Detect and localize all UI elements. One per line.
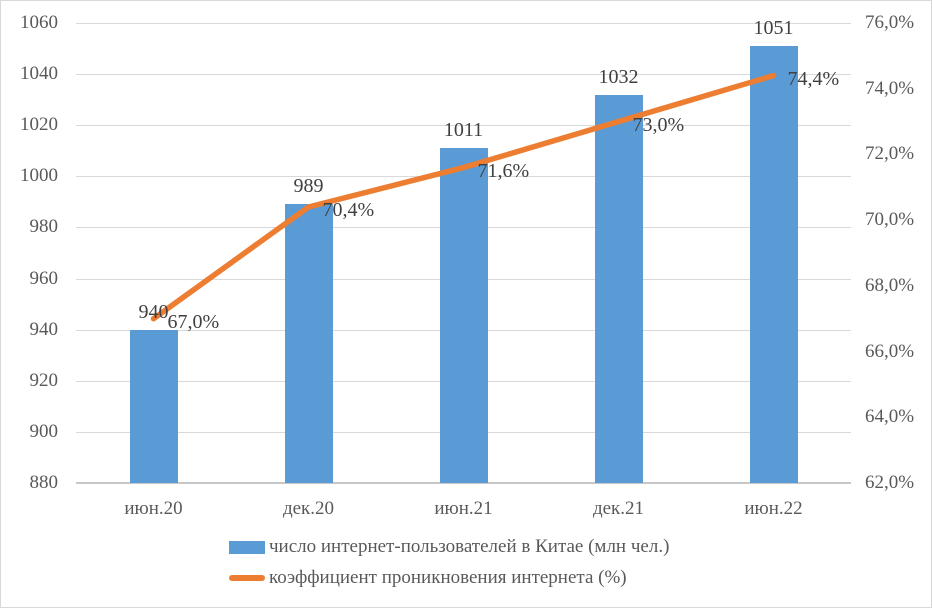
bar[interactable] — [749, 46, 798, 483]
x-axis-label: дек.21 — [592, 498, 645, 519]
gridline — [76, 23, 851, 24]
x-axis-label: дек.20 — [282, 498, 335, 519]
right-axis-tick-label: 70,0% — [865, 209, 915, 231]
line-point-label: 71,6% — [477, 159, 530, 182]
left-axis-tick-label: 940 — [29, 318, 59, 340]
line-point-label: 67,0% — [167, 310, 220, 333]
legend: число интернет-пользователей в Китае (мл… — [229, 534, 669, 596]
x-axis-label: июн.21 — [434, 498, 493, 519]
left-axis-tick-label: 1060 — [20, 12, 58, 33]
bar-value-label: 989 — [293, 175, 324, 198]
legend-label-penetration: коэффициент проникновения интернета (%) — [269, 567, 627, 588]
left-axis-tick-label: 1040 — [20, 63, 58, 85]
left-axis-tick-label: 1000 — [20, 165, 58, 187]
right-axis-tick-label: 66,0% — [865, 340, 915, 362]
bar-value-label: 1032 — [598, 65, 639, 88]
x-axis-line — [76, 482, 851, 484]
bar-series-swatch-icon — [229, 540, 265, 554]
right-axis-tick-label: 64,0% — [865, 406, 915, 428]
bar[interactable] — [129, 329, 178, 483]
bar-value-label: 940 — [138, 300, 169, 323]
bar[interactable] — [439, 148, 488, 483]
line-point-label: 73,0% — [632, 113, 685, 136]
right-axis-tick-label: 68,0% — [865, 274, 915, 296]
right-axis-tick-label: 74,0% — [865, 77, 915, 99]
line-series-swatch-icon — [229, 575, 265, 581]
left-axis-tick-label: 900 — [29, 420, 59, 442]
right-axis-tick-label: 76,0% — [865, 12, 915, 33]
right-axis-tick-label: 62,0% — [865, 472, 915, 493]
left-axis-tick-label: 1020 — [20, 114, 58, 136]
left-axis-tick-label: 920 — [29, 369, 59, 391]
left-axis-tick-label: 980 — [29, 216, 59, 238]
gridline — [76, 74, 851, 76]
x-axis-label: июн.20 — [124, 498, 183, 519]
bar[interactable] — [594, 94, 643, 483]
legend-item-users[interactable]: число интернет-пользователей в Китае (мл… — [229, 534, 669, 560]
right-axis-tick-label: 72,0% — [865, 143, 915, 165]
left-axis-tick-label: 880 — [29, 472, 59, 493]
bar-value-label: 1051 — [753, 17, 794, 39]
bar[interactable] — [284, 204, 333, 483]
x-axis-label: июн.22 — [744, 498, 803, 519]
line-point-label: 70,4% — [322, 199, 375, 221]
left-axis-tick-label: 960 — [29, 267, 59, 289]
legend-item-penetration[interactable]: коэффициент проникновения интернета (%) — [229, 565, 669, 591]
line-point-label: 74,4% — [787, 67, 840, 90]
bar-value-label: 1011 — [443, 119, 484, 142]
legend-label-users: число интернет-пользователей в Китае (мл… — [269, 536, 670, 557]
